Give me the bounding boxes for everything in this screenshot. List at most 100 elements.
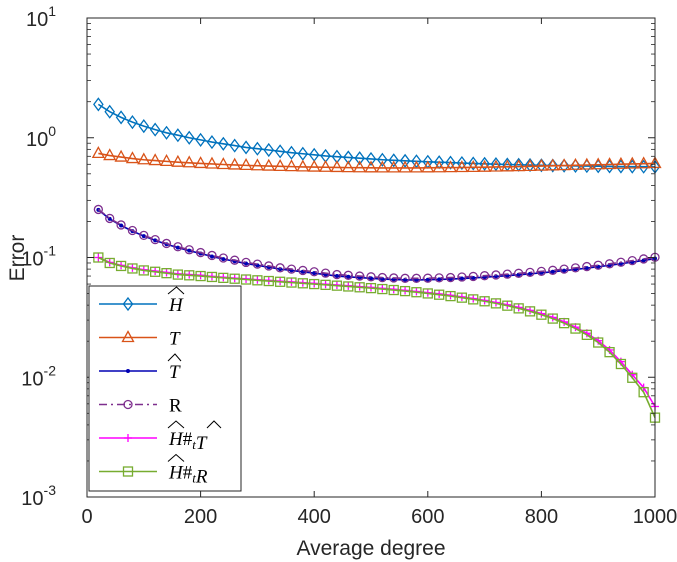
- data-point: [175, 245, 180, 250]
- x-tick-label: 600: [411, 506, 444, 528]
- legend-label: R: [169, 396, 182, 417]
- data-point: [524, 306, 536, 317]
- data-point: [457, 272, 467, 282]
- data-point: [116, 220, 126, 230]
- data-point: [478, 159, 492, 172]
- data-point: [105, 213, 115, 224]
- data-point: [625, 156, 639, 169]
- y-tick-base: 10: [26, 9, 48, 31]
- data-point: [354, 282, 365, 293]
- data-point: [275, 263, 285, 273]
- data-point: [141, 234, 146, 239]
- data-point: [548, 265, 558, 275]
- data-point: [103, 148, 117, 161]
- x-tick-label: 1000: [633, 506, 677, 528]
- data-point: [502, 300, 513, 311]
- data-point: [286, 277, 297, 288]
- data-point: [330, 160, 344, 173]
- data-point: [119, 223, 124, 228]
- data-point: [399, 153, 411, 168]
- data-point: [558, 317, 570, 329]
- data-point: [604, 259, 615, 269]
- data-point: [115, 260, 127, 272]
- data-point: [512, 159, 526, 172]
- legend-marker: [126, 369, 130, 373]
- data-point: [93, 204, 104, 215]
- data-point: [546, 158, 560, 171]
- data-point: [466, 160, 480, 173]
- data-point: [320, 279, 331, 291]
- data-point: [218, 253, 228, 263]
- y-tick-base: 10: [21, 368, 43, 390]
- data-point: [411, 273, 422, 283]
- data-point: [443, 160, 458, 173]
- data-point: [239, 158, 253, 171]
- legend-label-part: t: [192, 471, 196, 486]
- data-point: [159, 154, 174, 167]
- data-point: [602, 157, 617, 170]
- data-point: [377, 152, 388, 167]
- data-point: [240, 274, 252, 285]
- series-line: [98, 256, 656, 418]
- data-point: [559, 264, 569, 274]
- data-point: [398, 160, 412, 173]
- data-point: [320, 268, 331, 278]
- y-tick-label: 100: [26, 123, 56, 151]
- legend-marker: [121, 330, 135, 343]
- data-point: [468, 271, 478, 282]
- data-point: [127, 115, 138, 130]
- legend-label-part: #: [183, 429, 193, 450]
- data-point: [388, 153, 400, 168]
- data-point: [307, 159, 321, 172]
- series-triangle: [91, 146, 662, 173]
- data-point: [593, 337, 604, 348]
- data-point: [534, 158, 548, 171]
- series-line: [97, 208, 656, 280]
- data-point: [138, 119, 150, 134]
- legend-marker: [122, 296, 134, 312]
- legend-marker: [122, 466, 134, 477]
- data-point: [137, 152, 151, 165]
- data-point: [365, 282, 377, 294]
- data-point: [252, 275, 263, 286]
- data-point: [582, 261, 592, 272]
- data-point: [263, 142, 275, 158]
- data-point: [445, 272, 456, 283]
- data-point: [334, 274, 339, 279]
- data-point: [364, 160, 378, 173]
- data-point: [525, 267, 535, 278]
- data-point: [252, 141, 263, 156]
- data-point: [171, 154, 185, 167]
- data-point: [230, 255, 240, 265]
- data-point: [580, 157, 594, 170]
- data-point: [298, 265, 308, 276]
- data-point: [389, 273, 399, 283]
- data-point: [150, 234, 160, 245]
- data-point: [524, 157, 536, 173]
- data-point: [627, 255, 637, 266]
- data-point: [218, 272, 229, 284]
- data-point: [547, 158, 559, 173]
- data-point: [490, 157, 502, 172]
- legend-label: H: [168, 295, 184, 316]
- x-tick-label: 400: [298, 506, 331, 528]
- y-tick-base: 10: [21, 249, 43, 271]
- legend-label: T: [169, 362, 181, 383]
- data-point: [252, 259, 263, 269]
- data-point: [375, 160, 389, 173]
- data-point: [514, 268, 524, 278]
- data-point: [250, 158, 264, 171]
- data-point: [182, 155, 196, 168]
- data-point: [264, 261, 274, 271]
- data-point: [562, 268, 567, 273]
- data-point: [604, 347, 615, 358]
- data-point: [216, 157, 230, 170]
- y-tick-base: 10: [26, 129, 48, 151]
- data-point: [173, 242, 183, 252]
- x-axis-ticks: 0 200 400 600 800 1000: [81, 18, 677, 528]
- data-point: [206, 135, 218, 150]
- y-tick-exponent: -1: [44, 243, 57, 259]
- data-point: [309, 267, 319, 277]
- data-point: [331, 280, 343, 291]
- data-point: [153, 238, 158, 243]
